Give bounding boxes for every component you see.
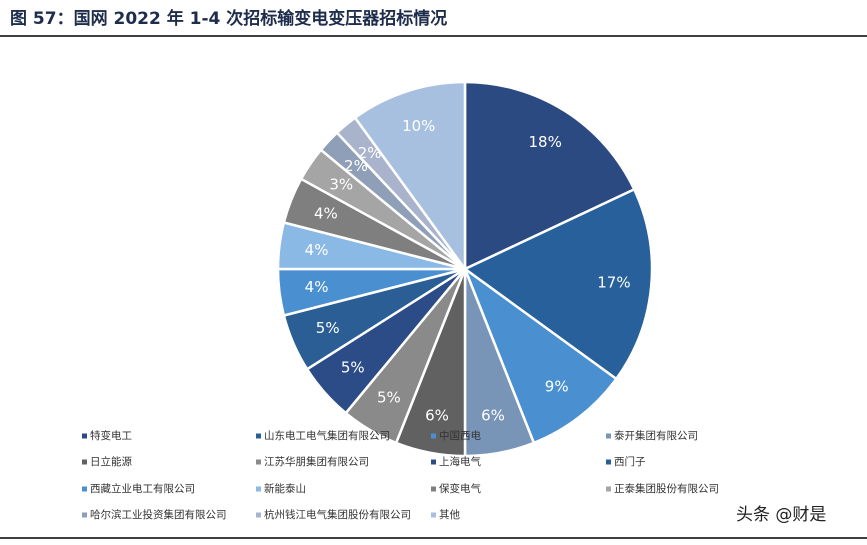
slice-label: 4%	[314, 204, 338, 222]
legend-marker	[606, 433, 611, 439]
pie-slice	[463, 80, 636, 271]
legend-label: 哈尔滨工业投资集团有限公司	[90, 508, 227, 521]
slice-label: 5%	[341, 358, 365, 376]
legend-marker	[82, 486, 87, 492]
pie-slice	[462, 265, 619, 445]
legend-marker	[606, 459, 611, 465]
slice-label: 6%	[425, 406, 449, 424]
legend-label: 其他	[439, 508, 460, 521]
slice-label: 6%	[481, 406, 505, 424]
legend-marker	[82, 459, 87, 465]
legend-label: 保变电气	[439, 482, 481, 495]
legend-marker	[431, 512, 436, 518]
slice-label: 5%	[316, 319, 340, 337]
slice-label: 10%	[402, 117, 435, 135]
legend-marker	[256, 459, 261, 465]
legend-marker	[256, 512, 261, 518]
slice-label: 2%	[344, 157, 368, 175]
slice-label: 18%	[528, 133, 561, 151]
legend-marker	[256, 486, 261, 492]
slice-label: 17%	[597, 274, 630, 292]
legend-label: 西门子	[614, 455, 646, 468]
slice-label: 9%	[545, 378, 569, 396]
slice-label: 4%	[305, 278, 329, 296]
legend-label: 江苏华朋集团有限公司	[264, 455, 369, 468]
slice-label: 5%	[377, 388, 401, 406]
slice-label: 2%	[358, 144, 382, 162]
legend-marker	[606, 486, 611, 492]
legend-marker	[82, 512, 87, 518]
legend-label: 中国西电	[439, 429, 481, 442]
legend-label: 特变电工	[90, 429, 132, 442]
legend-label: 日立能源	[90, 455, 132, 468]
legend-label: 泰开集团有限公司	[614, 429, 698, 442]
legend-marker	[431, 486, 436, 492]
legend-label: 正泰集团股份有限公司	[614, 482, 719, 495]
legend-marker	[82, 433, 87, 439]
slice-label: 3%	[329, 175, 353, 193]
legend-marker	[431, 433, 436, 439]
legend-marker	[256, 433, 261, 439]
legend-label: 上海电气	[439, 455, 481, 468]
pie-slice	[353, 80, 467, 273]
legend-label: 山东电工电气集团有限公司	[264, 429, 390, 442]
legend-marker	[431, 459, 436, 465]
legend-label: 西藏立业电工有限公司	[90, 482, 195, 495]
chart-title: 图 57：国网 2022 年 1-4 次招标输变电变压器招标情况	[10, 8, 447, 29]
slice-label: 4%	[305, 241, 329, 259]
legend-label: 杭州钱江电气集团股份有限公司	[264, 508, 411, 521]
pie: 18%17%9%6%6%5%5%5%4%4%4%3%2%2%10%	[276, 80, 654, 458]
pie-slice	[462, 187, 654, 381]
watermark: 头条 @财是	[736, 505, 826, 525]
legend-label: 新能泰山	[264, 482, 306, 495]
